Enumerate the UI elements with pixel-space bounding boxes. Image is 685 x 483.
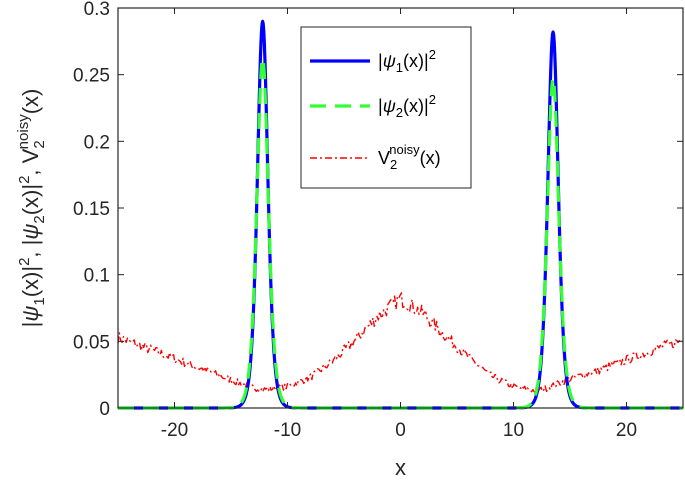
y-axis-title: |ψ1(x)|2, |ψ2(x)|2, V2noisy(x) (15, 89, 48, 328)
x-tick-label: -20 (161, 420, 188, 441)
x-tick-label: 20 (616, 420, 637, 441)
legend-box (300, 26, 472, 189)
x-ticks: -20 -10 0 10 20 (161, 8, 637, 441)
x-axis-title: x (395, 455, 406, 480)
ylab-part: 2 (16, 258, 33, 266)
ylab-part: 2 (31, 215, 48, 223)
ylab-part: 2 (31, 140, 48, 148)
series-line-v2noisy (117, 292, 683, 393)
y-ticks: 0 0.05 0.1 0.15 0.2 0.25 0.3 (73, 0, 683, 420)
y-tick-label: 0.2 (84, 132, 110, 153)
y-tick-label: 0 (99, 399, 110, 420)
y-tick-label: 0.15 (73, 199, 110, 220)
ylab-part: 1 (31, 297, 48, 305)
legend-label-psi2: |ψ2(x)|2 (378, 92, 436, 120)
x-tick-label: 0 (395, 420, 406, 441)
y-tick-label: 0.25 (73, 66, 110, 87)
ylab-part: noisy (15, 114, 32, 150)
ylab-part: (x)| (18, 184, 43, 215)
ylab-part: 2 (16, 176, 33, 184)
y-tick-label: 0.1 (84, 266, 110, 287)
ylab-part: ψ (18, 224, 43, 240)
y-tick-label: 0.05 (73, 332, 110, 353)
legend-label-v2noisy: V2noisy(x) (378, 142, 441, 172)
x-tick-label: -10 (274, 420, 301, 441)
x-tick-label: 10 (503, 420, 524, 441)
y-tick-label: 0.3 (84, 0, 110, 20)
legend-label-psi1: |ψ1(x)|2 (378, 47, 436, 75)
ylab-part: , V (18, 148, 43, 175)
legend: |ψ1(x)|2 |ψ2(x)|2 V2noisy(x) (300, 26, 472, 189)
ylab-part: ψ (18, 306, 43, 322)
ylab-part: (x)| (18, 266, 43, 297)
svg-text:|ψ1(x)|2, |ψ2(x)|2, V2noisy(x): |ψ1(x)|2, |ψ2(x)|2, V2noisy(x) (15, 89, 48, 328)
ylab-part: , | (18, 240, 43, 258)
ylab-part: (x) (18, 89, 43, 115)
ylab-part: | (18, 322, 43, 328)
